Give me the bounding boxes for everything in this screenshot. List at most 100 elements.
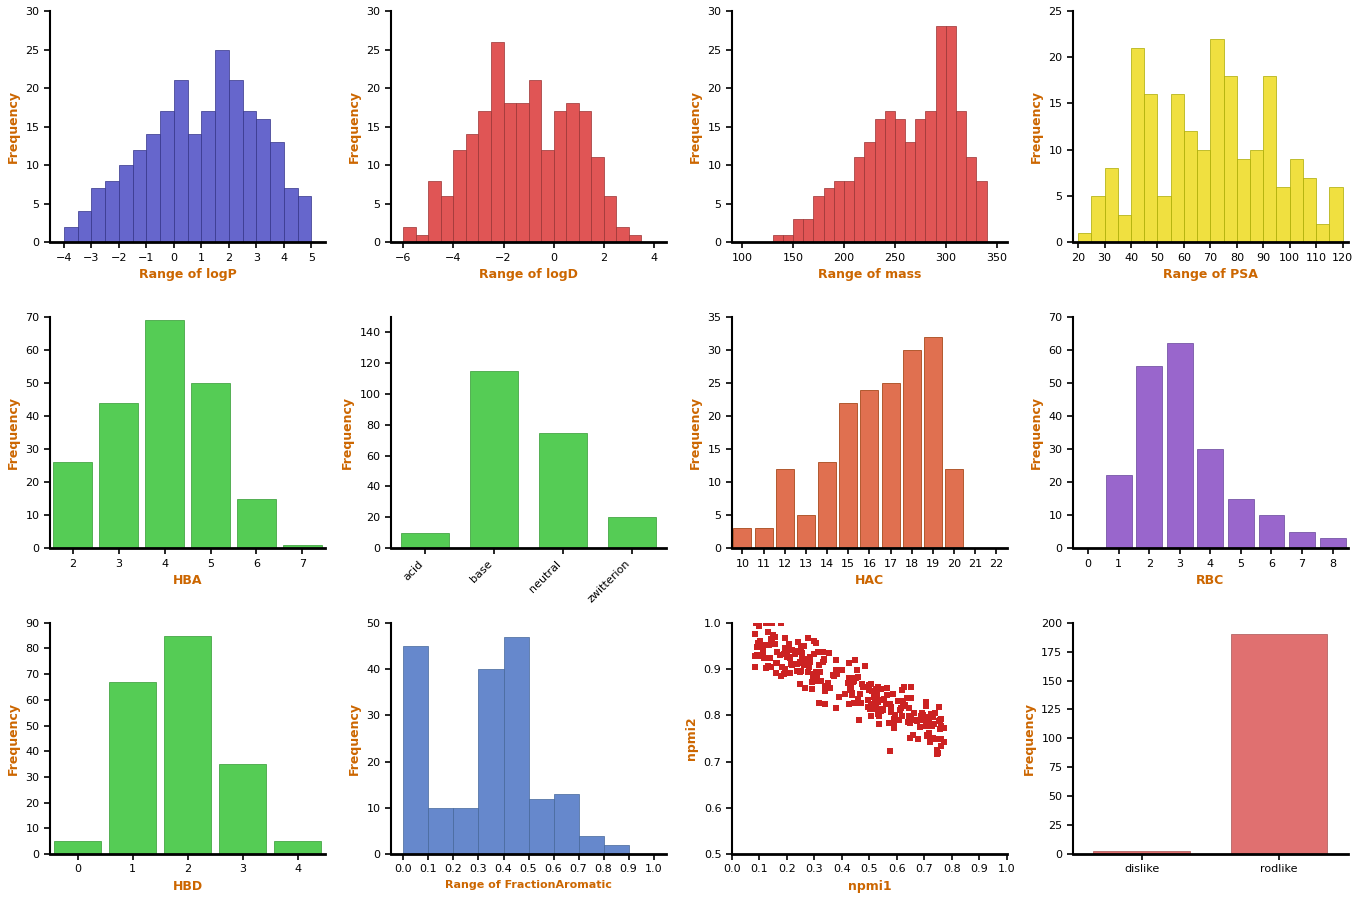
Bar	[916, 119, 925, 242]
Point	[777, 645, 799, 660]
Point	[758, 638, 780, 652]
Point	[860, 708, 882, 723]
Point	[744, 626, 766, 641]
Bar	[1184, 131, 1198, 242]
Bar	[528, 80, 542, 242]
Point	[891, 699, 913, 714]
Bar	[242, 112, 256, 242]
Point	[819, 681, 841, 696]
Bar	[1228, 499, 1253, 548]
Bar	[773, 235, 783, 242]
X-axis label: Range of logP: Range of logP	[139, 268, 237, 282]
Point	[778, 651, 800, 665]
Point	[878, 716, 900, 730]
Point	[813, 645, 834, 660]
Y-axis label: Frequency: Frequency	[689, 396, 702, 469]
Point	[798, 652, 819, 666]
Point	[841, 686, 863, 700]
Point	[866, 701, 887, 716]
Point	[909, 708, 931, 723]
Point	[769, 647, 791, 662]
Point	[789, 656, 811, 670]
Bar	[403, 646, 429, 854]
Bar	[1145, 94, 1157, 242]
Point	[793, 680, 815, 695]
Point	[916, 715, 938, 729]
Bar	[905, 142, 916, 242]
Point	[787, 644, 808, 658]
Bar	[470, 371, 519, 548]
Point	[898, 708, 920, 723]
Bar	[219, 764, 265, 854]
Point	[860, 697, 882, 711]
Point	[844, 652, 866, 667]
Point	[847, 692, 868, 706]
Bar	[1157, 196, 1170, 242]
Point	[834, 687, 856, 701]
Point	[770, 616, 792, 630]
Point	[890, 703, 912, 717]
Point	[859, 682, 881, 697]
Point	[916, 728, 938, 742]
Point	[750, 648, 772, 662]
Point	[881, 699, 902, 714]
Bar	[283, 544, 321, 548]
Point	[818, 676, 840, 690]
Point	[744, 660, 766, 674]
Bar	[607, 518, 656, 548]
Point	[754, 638, 776, 652]
Point	[844, 696, 866, 710]
Point	[773, 667, 795, 681]
Point	[916, 718, 938, 733]
Point	[799, 653, 821, 668]
Point	[904, 713, 925, 727]
Bar	[935, 26, 946, 242]
Point	[806, 664, 827, 679]
Bar	[1092, 196, 1105, 242]
Bar	[1259, 515, 1285, 548]
Bar	[237, 499, 276, 548]
Bar	[174, 80, 188, 242]
Point	[825, 662, 847, 677]
Point	[857, 699, 879, 714]
Point	[751, 646, 773, 661]
Point	[744, 649, 766, 663]
Bar	[53, 463, 93, 548]
Bar	[566, 104, 578, 242]
Bar	[215, 50, 229, 242]
Point	[852, 680, 874, 694]
Point	[932, 721, 954, 735]
Bar	[188, 134, 201, 242]
Point	[915, 698, 936, 713]
Point	[747, 618, 769, 633]
Bar	[803, 220, 814, 242]
Point	[848, 713, 870, 727]
Point	[864, 691, 886, 706]
Bar	[256, 119, 269, 242]
Point	[855, 659, 876, 673]
Bar	[1224, 76, 1237, 242]
Point	[868, 716, 890, 731]
Point	[906, 714, 928, 728]
Point	[842, 697, 864, 711]
Bar	[1302, 177, 1316, 242]
Point	[897, 715, 919, 729]
Point	[904, 706, 925, 720]
Point	[934, 734, 955, 749]
Bar	[201, 112, 215, 242]
Bar	[1320, 538, 1346, 548]
Y-axis label: Frequency: Frequency	[1030, 90, 1043, 163]
Bar	[554, 794, 578, 854]
X-axis label: Range of mass: Range of mass	[818, 268, 921, 282]
Point	[871, 705, 893, 719]
Point	[928, 700, 950, 715]
Y-axis label: Frequency: Frequency	[348, 702, 361, 775]
Point	[866, 687, 887, 701]
Point	[930, 713, 951, 727]
Bar	[441, 196, 453, 242]
Bar	[1170, 94, 1184, 242]
Point	[827, 690, 849, 705]
Point	[773, 646, 795, 661]
Point	[814, 679, 836, 693]
Point	[930, 733, 951, 747]
